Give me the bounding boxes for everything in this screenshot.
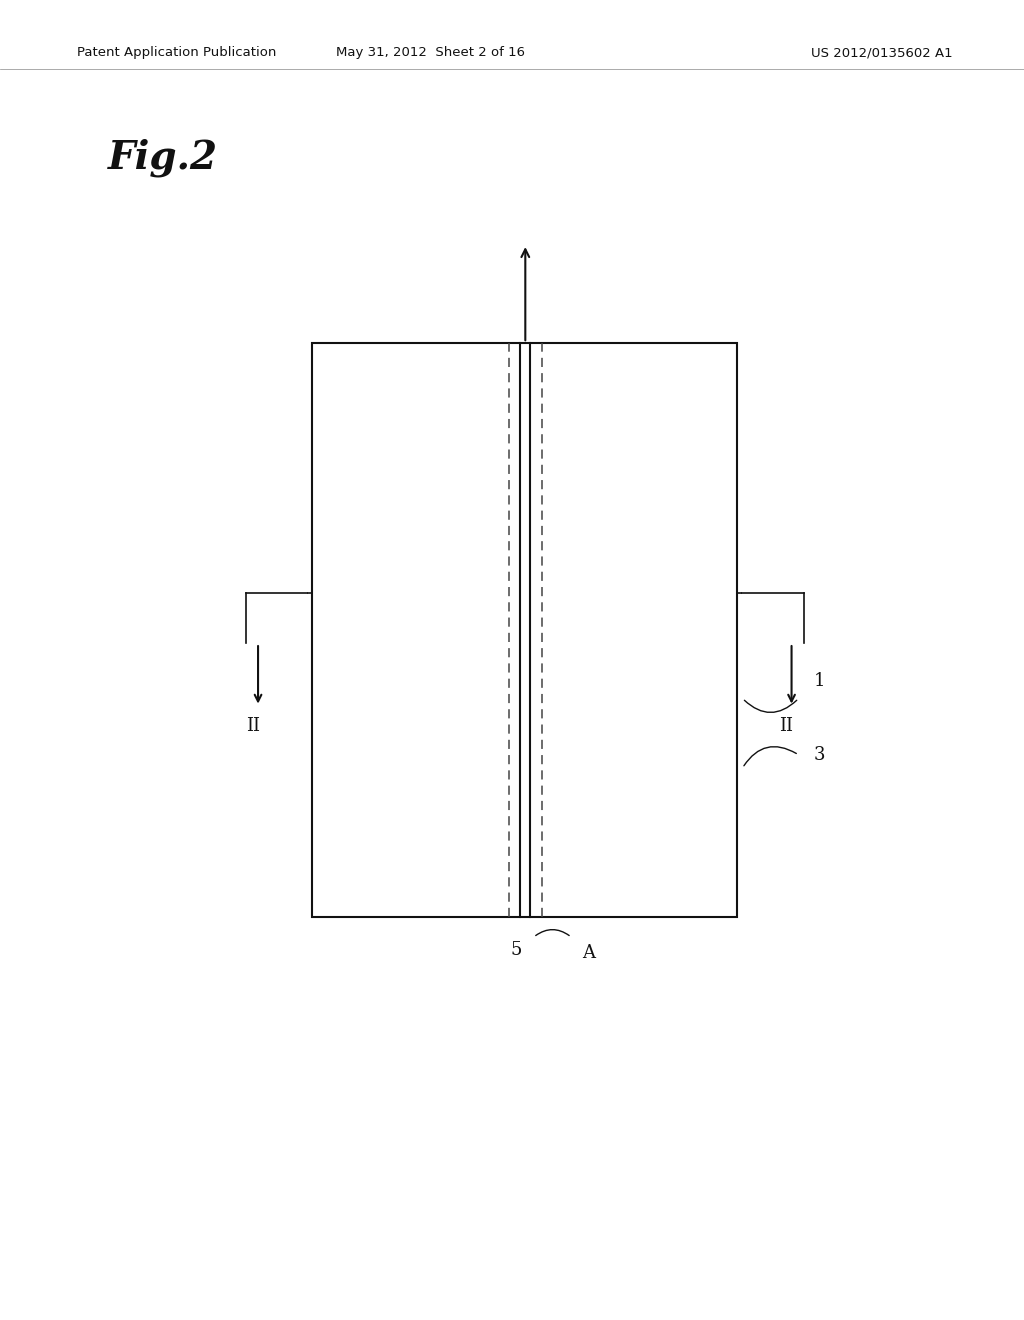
Text: 1: 1	[814, 672, 825, 690]
Text: II: II	[246, 717, 260, 735]
Text: II: II	[779, 717, 794, 735]
Text: 5: 5	[510, 941, 522, 960]
Bar	[312, 343, 737, 917]
Text: Patent Application Publication: Patent Application Publication	[77, 46, 276, 59]
Text: May 31, 2012  Sheet 2 of 16: May 31, 2012 Sheet 2 of 16	[336, 46, 524, 59]
Text: 3: 3	[814, 746, 825, 764]
Text: US 2012/0135602 A1: US 2012/0135602 A1	[811, 46, 952, 59]
Text: A: A	[582, 944, 595, 962]
Text: Fig.2: Fig.2	[108, 139, 217, 177]
